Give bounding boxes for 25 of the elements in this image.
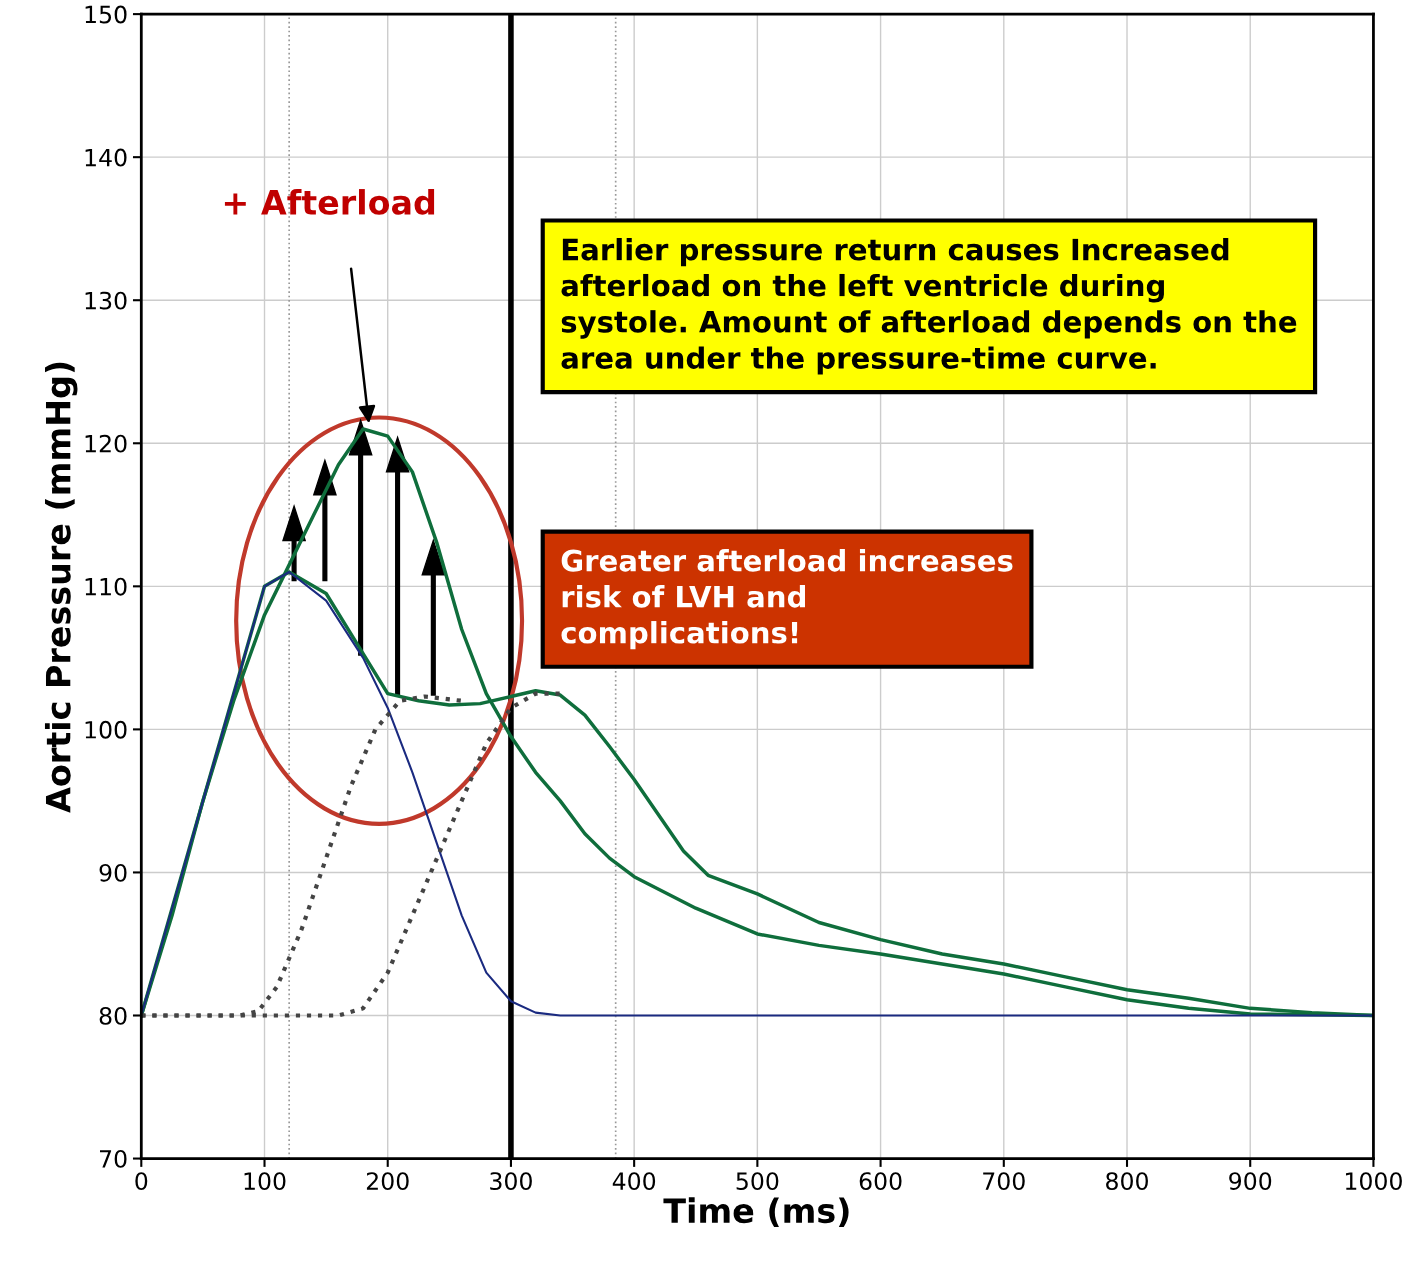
y-tick-label: 70 [100,1150,127,1168]
x-tick-label: 100 [244,1172,286,1191]
y-tick-label: 80 [99,1006,127,1025]
y-tick-label: 150 [85,5,127,24]
y-tick-label: 140 [85,148,127,167]
x-tick-label: 200 [366,1172,409,1191]
y-tick-label: 130 [85,291,127,310]
x-tick-label: 400 [612,1172,656,1191]
x-tick-label: 0 [135,1172,148,1191]
y-tick-label: 90 [99,863,127,882]
x-tick-label: 500 [736,1172,779,1191]
y-axis-title: Aortic Pressure (mmHg) [44,362,78,813]
x-tick-label: 800 [1106,1172,1148,1191]
x-tick-label: 900 [1229,1172,1272,1191]
y-tick-label: 100 [85,720,127,739]
y-tick-label: 120 [85,434,127,453]
x-tick-label: 300 [490,1172,532,1191]
annotation: Greater afterload increases risk of LVH and complications! [561,549,1013,650]
x-tick-label: 700 [983,1172,1025,1191]
y-tick-label: 110 [85,577,127,596]
annotation: + Afterload [224,189,435,215]
x-axis-title: Time (ms) [663,1197,849,1228]
x-tick-label: 1000 [1345,1172,1402,1191]
x-tick-label: 600 [859,1172,902,1191]
annotation: Earlier pressure return causes Increased afterload on the left ventricle during systole. Amount of afterload depends on the area under the pressure-time curve. [561,237,1297,375]
